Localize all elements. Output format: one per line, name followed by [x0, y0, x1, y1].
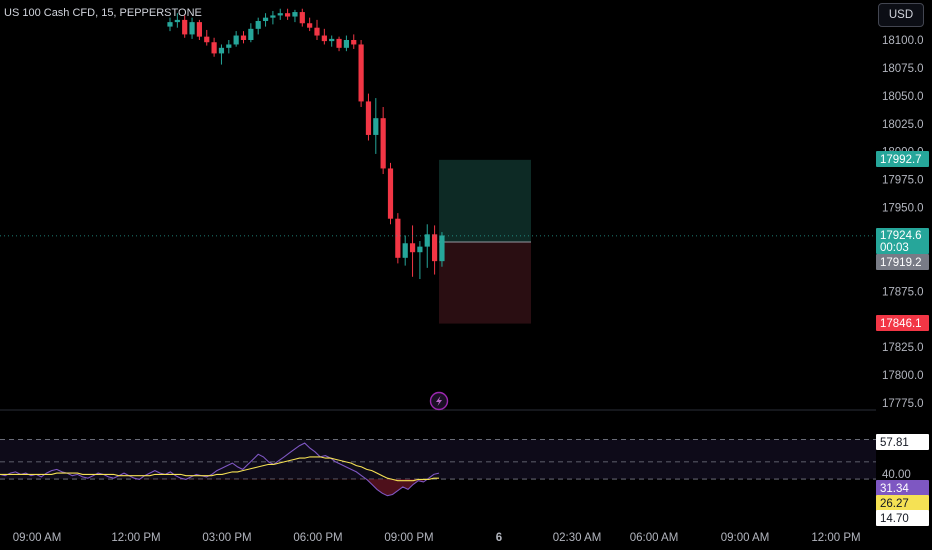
- rsi-oversold-fill: [139, 479, 424, 496]
- time-tick-label: 06:00 PM: [293, 532, 342, 544]
- time-tick-label: 12:00 PM: [811, 532, 860, 544]
- symbol-title: US 100 Cash CFD, 15, PEPPERSTONE: [4, 7, 202, 19]
- price-tick-label: 17950.0: [882, 203, 924, 215]
- candle[interactable]: [182, 19, 188, 35]
- candle[interactable]: [314, 27, 320, 36]
- candle[interactable]: [424, 234, 430, 247]
- rsi-upper-tag[interactable]: [876, 434, 929, 450]
- candle[interactable]: [189, 22, 195, 35]
- price-tick-label: 17875.0: [882, 286, 924, 298]
- lightning-icon[interactable]: [429, 391, 449, 411]
- candle[interactable]: [226, 44, 232, 48]
- candle[interactable]: [417, 246, 423, 253]
- rsi-band: [0, 439, 876, 480]
- candle[interactable]: [196, 22, 202, 37]
- rsi-upper-tag-text: 57.81: [880, 437, 909, 449]
- candle[interactable]: [233, 35, 239, 45]
- stop-price-tag-text: 17846.1: [880, 318, 922, 330]
- candle[interactable]: [321, 35, 327, 42]
- candle[interactable]: [402, 243, 408, 258]
- rsi-ma-line[interactable]: [0, 456, 439, 482]
- rsi-value-tag-text: 31.34: [880, 483, 909, 495]
- target-price-tag-text: 17992.7: [880, 154, 922, 166]
- price-tick-label: 17800.0: [882, 370, 924, 382]
- candle[interactable]: [409, 243, 416, 253]
- price-tick-label: 18050.0: [882, 91, 924, 103]
- time-tick-label: 12:00 PM: [111, 532, 160, 544]
- rsi-ma-tag[interactable]: [876, 495, 929, 511]
- candle[interactable]: [292, 12, 298, 17]
- price-tick-label: 17825.0: [882, 342, 924, 354]
- candle[interactable]: [262, 17, 269, 22]
- profit-zone[interactable]: [439, 159, 531, 242]
- candle[interactable]: [329, 38, 335, 42]
- price-tick-label: 18100.0: [882, 35, 924, 47]
- rsi-ma-tag-text: 26.27: [880, 498, 909, 510]
- candle[interactable]: [395, 218, 401, 258]
- candle[interactable]: [218, 47, 225, 54]
- candle[interactable]: [270, 15, 276, 18]
- stop-price-tag[interactable]: [876, 315, 929, 331]
- entry-price-tag-text: 17919.2: [880, 257, 922, 269]
- currency-button[interactable]: USD: [878, 3, 924, 27]
- entry-price-tag[interactable]: [876, 254, 929, 270]
- candle[interactable]: [373, 118, 379, 135]
- candle[interactable]: [248, 28, 254, 40]
- candle[interactable]: [204, 36, 210, 43]
- last-price-text: 17924.6: [880, 230, 922, 242]
- time-tick-label: 09:00 PM: [384, 532, 433, 544]
- candle[interactable]: [387, 168, 394, 219]
- time-tick-label: 06:00 AM: [630, 532, 679, 544]
- candle[interactable]: [240, 35, 247, 40]
- candle[interactable]: [439, 235, 445, 262]
- candle[interactable]: [365, 101, 372, 135]
- countdown-text: 00:03: [880, 242, 909, 254]
- candle[interactable]: [174, 19, 180, 23]
- rsi-level-40-label: 40.00: [882, 469, 911, 481]
- candle[interactable]: [277, 13, 283, 16]
- time-tick-label: 6: [496, 532, 502, 544]
- time-tick-label: 02:30 AM: [553, 532, 602, 544]
- target-price-tag[interactable]: [876, 151, 929, 167]
- candle[interactable]: [167, 22, 173, 27]
- candle[interactable]: [336, 38, 342, 48]
- candle[interactable]: [211, 42, 217, 54]
- candle[interactable]: [307, 23, 313, 28]
- candle[interactable]: [285, 13, 291, 17]
- rsi-lower-tag-text: 14.70: [880, 513, 909, 525]
- price-tick-label: 17975.0: [882, 175, 924, 187]
- loss-zone[interactable]: [439, 241, 531, 324]
- candle[interactable]: [351, 40, 357, 45]
- candle[interactable]: [255, 21, 261, 29]
- candle[interactable]: [299, 12, 305, 24]
- rsi-lower-tag[interactable]: [876, 510, 929, 526]
- candle[interactable]: [380, 118, 386, 169]
- rsi-line[interactable]: [0, 442, 440, 497]
- time-tick-label: 03:00 PM: [202, 532, 251, 544]
- price-tick-label: 17775.0: [882, 398, 924, 410]
- candle[interactable]: [343, 40, 349, 48]
- last-price-tag[interactable]: [876, 228, 929, 254]
- time-tick-label: 09:00 AM: [721, 532, 770, 544]
- candle[interactable]: [358, 44, 364, 102]
- candle[interactable]: [432, 234, 438, 262]
- time-tick-label: 09:00 AM: [13, 532, 62, 544]
- price-tick-label: 18025.0: [882, 119, 924, 131]
- price-tick-label: 18075.0: [882, 63, 924, 75]
- rsi-value-tag[interactable]: [876, 480, 929, 496]
